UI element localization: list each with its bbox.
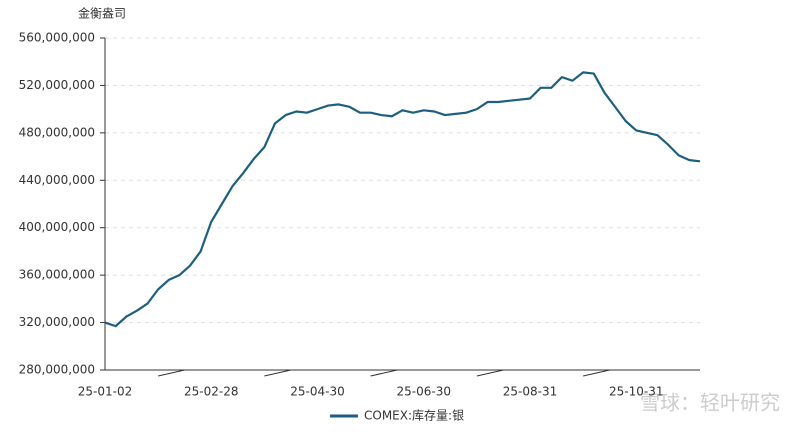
legend-label: COMEX:库存量:银 [364, 408, 464, 423]
x-tick [264, 369, 292, 377]
y-tick-label: 280,000,000 [19, 363, 95, 377]
y-tick-label: 480,000,000 [19, 125, 95, 139]
x-tick-label: 25-10-31 [609, 385, 663, 399]
x-tick-label: 25-01-02 [78, 385, 132, 399]
line [104, 71, 701, 328]
x-tick [476, 369, 504, 377]
x-tick [370, 369, 398, 377]
x-tick-label: 25-04-30 [290, 385, 344, 399]
y-tick-label: 400,000,000 [19, 220, 95, 234]
x-tick [158, 369, 185, 377]
x-tick-label: 25-02-28 [184, 385, 238, 399]
watermark: 雪球：轻叶研究 [640, 391, 780, 415]
y-tick-label: 320,000,000 [19, 315, 95, 329]
y-tick-label: 560,000,000 [19, 31, 95, 45]
x-tick [583, 369, 610, 377]
y-tick-label: 440,000,000 [19, 173, 95, 187]
y-unit: 金衡盎司 [78, 6, 126, 21]
x-tick-label: 25-08-31 [503, 385, 557, 399]
x-tick-label: 25-06-30 [397, 385, 451, 399]
y-tick-label: 360,000,000 [19, 268, 95, 282]
y-tick-label: 520,000,000 [19, 78, 95, 92]
